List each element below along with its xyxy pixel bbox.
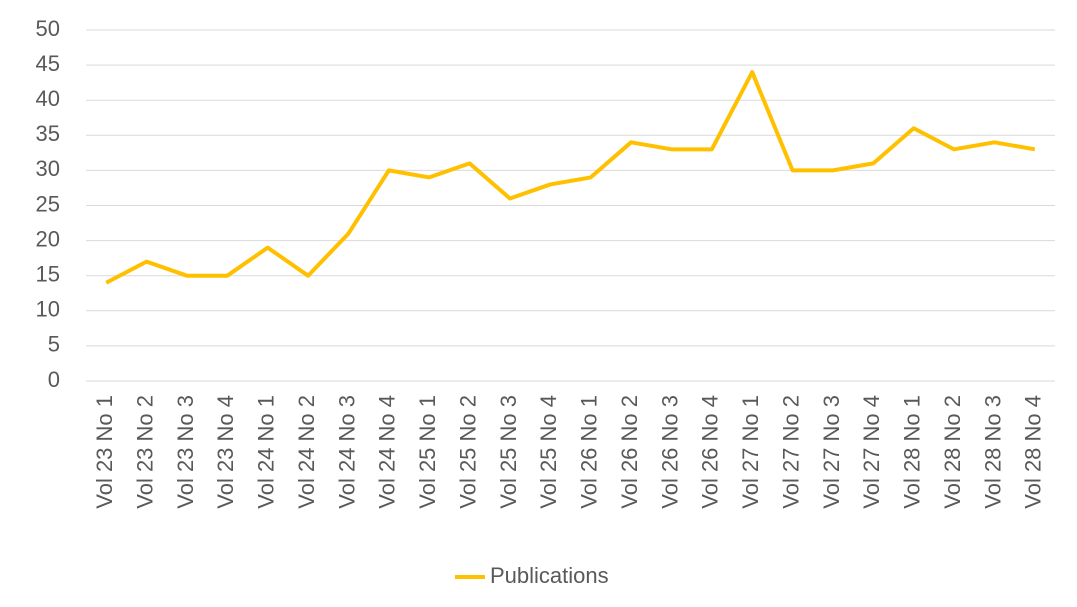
x-tick-label: Vol 25 No 2 — [455, 395, 480, 509]
y-tick-label: 10 — [36, 297, 60, 322]
y-tick-label: 45 — [36, 51, 60, 76]
x-tick-label: Vol 27 No 1 — [738, 395, 763, 509]
x-tick-label: Vol 26 No 2 — [617, 395, 642, 509]
y-tick-label: 25 — [36, 191, 60, 216]
x-tick-label: Vol 24 No 4 — [375, 395, 400, 509]
x-tick-label: Vol 28 No 2 — [940, 395, 965, 509]
y-tick-label: 15 — [36, 262, 60, 287]
x-tick-label: Vol 26 No 1 — [577, 395, 602, 509]
x-tick-label: Vol 24 No 1 — [254, 395, 279, 509]
x-tick-label: Vol 23 No 4 — [213, 395, 238, 509]
y-tick-label: 50 — [36, 16, 60, 41]
x-tick-label: Vol 23 No 2 — [132, 395, 157, 509]
x-tick-label: Vol 26 No 4 — [698, 395, 723, 509]
x-tick-label: Vol 25 No 3 — [496, 395, 521, 509]
x-tick-label: Vol 28 No 4 — [1021, 395, 1046, 509]
x-tick-label: Vol 28 No 1 — [900, 395, 925, 509]
y-tick-label: 0 — [48, 367, 60, 392]
x-tick-label: Vol 24 No 3 — [334, 395, 359, 509]
x-tick-label: Vol 27 No 2 — [778, 395, 803, 509]
y-tick-label: 35 — [36, 121, 60, 146]
y-tick-label: 5 — [48, 332, 60, 357]
x-tick-label: Vol 28 No 3 — [980, 395, 1005, 509]
x-tick-label: Vol 23 No 1 — [92, 395, 117, 509]
x-tick-label: Vol 24 No 2 — [294, 395, 319, 509]
x-tick-label: Vol 27 No 3 — [819, 395, 844, 509]
x-tick-label: Vol 26 No 3 — [657, 395, 682, 509]
x-tick-label: Vol 27 No 4 — [859, 395, 884, 509]
y-tick-label: 30 — [36, 156, 60, 181]
y-tick-label: 40 — [36, 86, 60, 111]
y-tick-label: 20 — [36, 226, 60, 251]
x-tick-label: Vol 23 No 3 — [173, 395, 198, 509]
data-line — [105, 70, 1036, 285]
x-tick-label: Vol 25 No 1 — [415, 395, 440, 509]
legend-label: Publications — [490, 563, 609, 588]
x-tick-label: Vol 25 No 4 — [536, 395, 561, 509]
